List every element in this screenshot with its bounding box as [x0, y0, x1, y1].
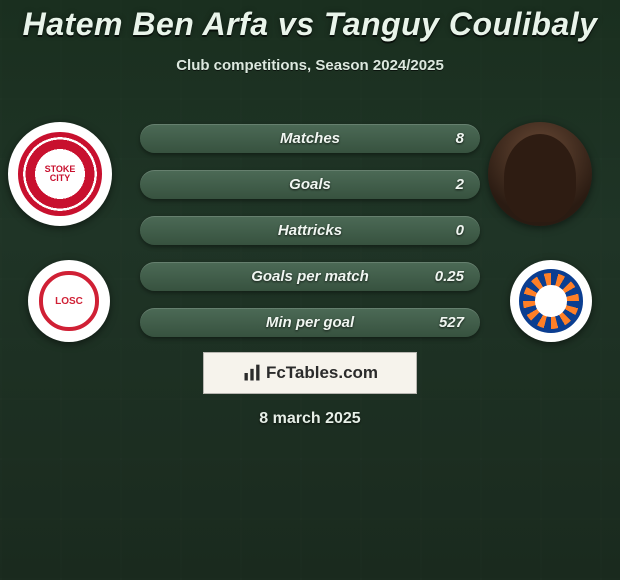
stat-label: Goals per match: [140, 262, 480, 291]
montpellier-crest-icon: [519, 269, 583, 333]
stat-row: Matches 8: [140, 124, 480, 153]
brand-attribution: FcTables.com: [203, 352, 417, 394]
stat-label: Goals: [140, 170, 480, 199]
stat-value: 2: [456, 170, 464, 199]
stat-label: Matches: [140, 124, 480, 153]
stat-row: Min per goal 527: [140, 308, 480, 337]
club-left-badge: LOSC: [28, 260, 110, 342]
bar-chart-icon: [242, 363, 262, 383]
player-right-photo: [488, 122, 592, 226]
comparison-card: Hatem Ben Arfa vs Tanguy Coulibaly Club …: [0, 0, 620, 580]
stat-row: Hattricks 0: [140, 216, 480, 245]
player-photo-icon: [504, 134, 577, 222]
stat-row: Goals per match 0.25: [140, 262, 480, 291]
subtitle: Club competitions, Season 2024/2025: [0, 57, 620, 74]
stat-label: Min per goal: [140, 308, 480, 337]
stat-value: 527: [439, 308, 464, 337]
brand-text: FcTables.com: [266, 363, 378, 383]
stat-row: Goals 2: [140, 170, 480, 199]
stat-value: 0.25: [435, 262, 464, 291]
date-label: 8 march 2025: [0, 410, 620, 428]
losc-crest-icon: LOSC: [39, 271, 98, 330]
stats-list: Matches 8 Goals 2 Hattricks 0 Goals per …: [140, 124, 480, 337]
stat-label: Hattricks: [140, 216, 480, 245]
page-title: Hatem Ben Arfa vs Tanguy Coulibaly: [0, 0, 620, 43]
player-left-badge: STOKECITY: [8, 122, 112, 226]
stat-value: 0: [456, 216, 464, 245]
club-right-badge: [510, 260, 592, 342]
stoke-city-crest-icon: STOKECITY: [18, 132, 101, 215]
stat-value: 8: [456, 124, 464, 153]
